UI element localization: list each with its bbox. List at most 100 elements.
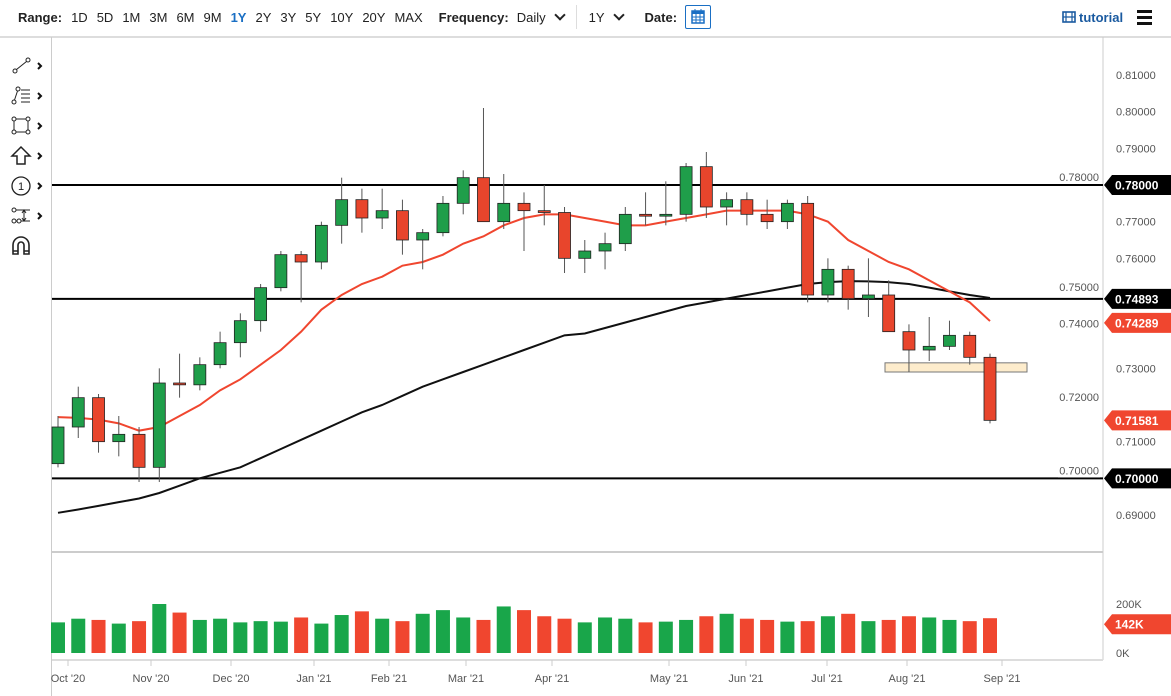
candle-body (780, 202, 794, 223)
y-tick-label: 0.72000 (1059, 392, 1099, 404)
svg-text:1: 1 (18, 181, 24, 193)
volume-bar (942, 619, 957, 653)
candle-body (943, 334, 956, 347)
y-tick-label-bg (1058, 391, 1100, 404)
candle-body (679, 166, 693, 215)
y-tick-label-bg (1058, 171, 1100, 184)
range-label: Range: (18, 9, 63, 25)
fibonacci-tool-icon[interactable] (10, 85, 46, 107)
candle-body (841, 268, 855, 300)
volume-bar (71, 618, 86, 653)
volume-bar (962, 621, 977, 653)
calendar-button[interactable] (685, 5, 712, 29)
last-volume-badge: 142K (1115, 618, 1144, 632)
range-1y[interactable]: 1Y (230, 9, 247, 25)
volume-bar (881, 619, 896, 653)
date-label: Date: (644, 9, 678, 25)
hamburger-menu-icon[interactable] (1137, 10, 1152, 28)
ma-fast-badge: 0.74289 (1115, 316, 1159, 330)
volume-bar (172, 612, 187, 653)
volume-bar (861, 621, 876, 653)
range-options: 1D 5D 1M 3M 6M 9M 1Y 2Y 3Y 5Y 10Y 20Y MAX (71, 10, 423, 25)
volume-bar (841, 613, 856, 653)
x-tick-label: Jul '21 (811, 673, 842, 685)
candle-body (335, 199, 349, 226)
y-tick-label-bg (1058, 281, 1100, 294)
candle-body (760, 213, 774, 223)
y-tick-label: 0.69000 (1116, 510, 1156, 522)
x-tick-label: Aug '21 (889, 673, 926, 685)
range-3m[interactable]: 3M (149, 9, 168, 25)
tutorial-link[interactable]: tutorial (1062, 10, 1123, 25)
range-5y[interactable]: 5Y (305, 9, 322, 25)
volume-bar (820, 616, 835, 653)
candle-body (71, 397, 85, 428)
level-badge-bg (1104, 468, 1171, 489)
range-9m[interactable]: 9M (203, 9, 222, 25)
volume-bar (395, 621, 410, 653)
range-1m[interactable]: 1M (122, 9, 141, 25)
x-tick-label: Dec '20 (213, 673, 250, 685)
y-tick-label: 0.79000 (1116, 143, 1156, 155)
y-tick-label: 0.74000 (1059, 319, 1099, 331)
candle-body (396, 210, 409, 241)
candle-body (274, 254, 288, 289)
y-tick-label: 0.77000 (1116, 217, 1156, 229)
volume-bar (983, 618, 997, 653)
range-5d[interactable]: 5D (96, 9, 114, 25)
volume-bar (719, 613, 734, 653)
volume-bar (233, 622, 248, 653)
measure-tool-icon[interactable] (10, 205, 46, 227)
volume-bar (294, 617, 309, 653)
range-toolbar: Range: 1D 5D 1M 3M 6M 9M 1Y 2Y 3Y 5Y 10Y 20Y MAX Fre… (0, 0, 1171, 38)
x-tick-label: Sep '21 (984, 673, 1021, 685)
range-10y[interactable]: 10Y (330, 9, 354, 25)
volume-bar (496, 606, 511, 653)
volume-bar (334, 615, 349, 653)
candle-body (862, 294, 875, 300)
volume-bar (760, 619, 775, 653)
range-2y[interactable]: 2Y (255, 9, 272, 25)
candle-body (51, 426, 65, 465)
candle-body (416, 232, 430, 241)
toolbar-row: Range: 1D 5D 1M 3M 6M 9M 1Y 2Y 3Y 5Y 10Y 20Y MAX Fre… (18, 0, 712, 34)
candle-body (314, 224, 328, 263)
y-tick-label: 0.80000 (1116, 107, 1156, 119)
candle-body (517, 202, 531, 212)
level-badge: 0.70000 (1115, 472, 1159, 486)
range-3y[interactable]: 3Y (280, 9, 297, 25)
arrow-up-tool-icon[interactable] (10, 145, 46, 167)
range-6m[interactable]: 6M (176, 9, 195, 25)
numbered-marker-tool-icon[interactable]: 1 (10, 175, 46, 197)
volume-bar (638, 622, 653, 653)
y-tick-label-bg (1058, 317, 1100, 331)
level-badge-bg (1104, 288, 1171, 309)
volume-bar (577, 622, 592, 653)
candle-body (294, 254, 308, 263)
volume-bar (152, 604, 167, 653)
candle-body (92, 397, 105, 443)
support-zone (884, 362, 1028, 373)
y-tick-label: 0.81000 (1116, 70, 1156, 82)
range-20y[interactable]: 20Y (362, 9, 386, 25)
period-dropdown[interactable]: 1Y (589, 8, 625, 25)
candle-body (659, 213, 673, 217)
magnet-tool-icon[interactable] (10, 235, 46, 257)
y-tick-label: 0.73000 (1116, 363, 1156, 375)
volume-bar (51, 622, 65, 653)
x-tick-label: Apr '21 (535, 673, 570, 685)
rectangle-tool-icon[interactable] (10, 115, 46, 137)
volume-tick-label: 200K (1116, 599, 1142, 611)
volume-bar (253, 621, 268, 653)
volume-bar (537, 616, 552, 653)
frequency-value: Daily (516, 9, 546, 25)
volume-bar (780, 621, 795, 653)
trendline-tool-icon[interactable] (10, 55, 46, 77)
candle-body (720, 199, 734, 208)
candle-body (902, 331, 916, 351)
range-max[interactable]: MAX (394, 9, 423, 25)
frequency-dropdown[interactable]: Daily (516, 8, 566, 25)
x-tick-label: Oct '20 (51, 673, 86, 685)
range-1d[interactable]: 1D (71, 9, 88, 25)
